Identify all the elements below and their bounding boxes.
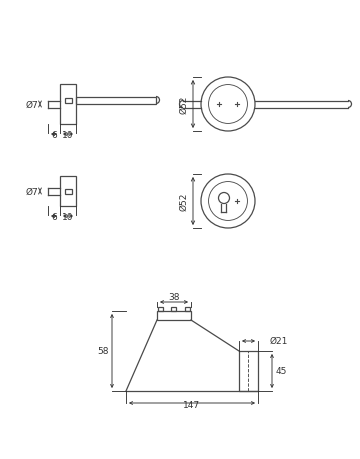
Text: Ø52: Ø52 [180,192,189,211]
Text: 6: 6 [51,131,57,140]
Text: 147: 147 [184,400,201,409]
Text: 10: 10 [62,213,74,222]
Text: Ø7: Ø7 [26,100,39,109]
Text: 38: 38 [168,292,180,302]
Text: Ø7: Ø7 [26,187,39,196]
Bar [60,177,76,207]
Bar [64,98,72,103]
Bar [185,308,190,311]
Text: Ø21: Ø21 [270,336,288,345]
Bar [64,189,72,194]
Bar [76,97,156,104]
Bar [157,311,191,320]
Text: 6: 6 [51,213,57,222]
Text: 58: 58 [97,347,109,356]
Text: 45: 45 [275,367,287,375]
Text: 10: 10 [62,131,74,140]
Bar [171,308,176,311]
Text: Ø52: Ø52 [180,95,189,114]
Bar [60,85,76,125]
Bar [239,351,258,391]
Bar [158,308,163,311]
